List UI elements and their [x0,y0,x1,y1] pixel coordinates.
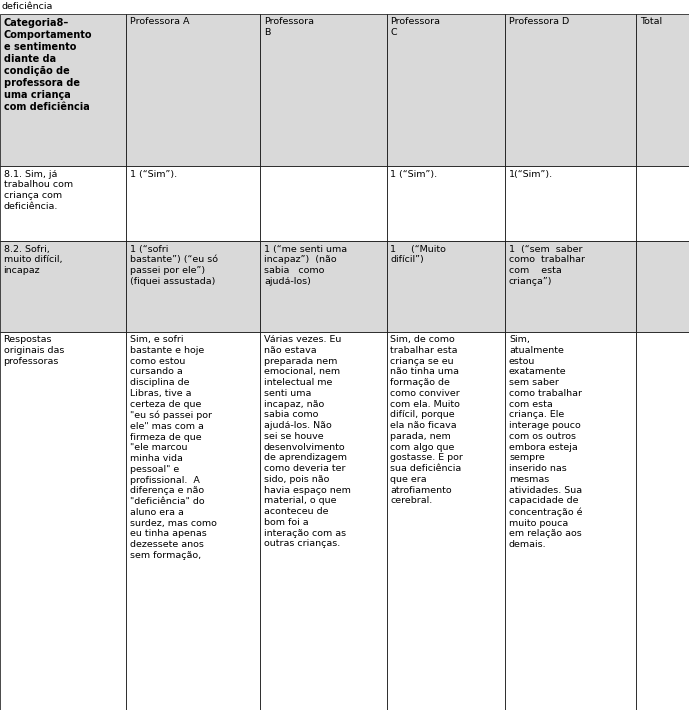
Text: 1(“Sim”).: 1(“Sim”). [509,170,553,179]
Text: Respostas
originais das
professoras: Respostas originais das professoras [3,335,64,366]
Text: 1 (“Sim”).: 1 (“Sim”). [130,170,177,179]
Bar [260,332,387,710]
Bar [126,332,260,710]
Bar [636,241,689,332]
Text: 1 (“me senti uma
incapaz”)  (não
sabia   como
ajudá-los): 1 (“me senti uma incapaz”) (não sabia co… [264,245,347,286]
Bar [387,332,506,710]
Text: Professora
C: Professora C [390,18,440,37]
Bar [636,166,689,241]
Text: 1 (“Sim”).: 1 (“Sim”). [390,170,438,179]
Bar [126,241,260,332]
Bar [387,241,506,332]
Bar [0,14,126,166]
Text: Total: Total [640,18,662,26]
Bar [636,332,689,710]
Bar [506,241,636,332]
Text: Professora D: Professora D [509,18,569,26]
Bar [260,241,387,332]
Text: 1 (“sofri
bastante”) (“eu só
passei por ele”)
(fiquei assustada): 1 (“sofri bastante”) (“eu só passei por … [130,245,218,286]
Bar [506,332,636,710]
Text: Professora A: Professora A [130,18,189,26]
Bar [126,166,260,241]
Bar [506,14,636,166]
Text: 1     (“Muito
difícil”): 1 (“Muito difícil”) [390,245,446,264]
Text: Professora
B: Professora B [264,18,314,37]
Text: Categoria8–
Comportamento
e sentimento
diante da
condição de
professora de
uma c: Categoria8– Comportamento e sentimento d… [3,18,92,111]
Bar [260,166,387,241]
Bar [387,166,506,241]
Text: 8.2. Sofri,
muito difícil,
incapaz: 8.2. Sofri, muito difícil, incapaz [3,245,62,275]
Bar [0,241,126,332]
Text: Sim, e sofri
bastante e hoje
como estou
cursando a
disciplina de
Libras, tive a
: Sim, e sofri bastante e hoje como estou … [130,335,217,559]
Text: deficiência: deficiência [2,2,53,11]
Bar [126,14,260,166]
Bar [636,14,689,166]
Text: Sim,
atualmente
estou
exatamente
sem saber
como trabalhar
com esta
criança. Ele
: Sim, atualmente estou exatamente sem sab… [509,335,582,549]
Bar [506,166,636,241]
Bar [387,14,506,166]
Text: Sim, de como
trabalhar esta
criança se eu
não tinha uma
formação de
como convive: Sim, de como trabalhar esta criança se e… [390,335,463,506]
Bar [0,332,126,710]
Text: Várias vezes. Eu
não estava
preparada nem
emocional, nem
intelectual me
senti um: Várias vezes. Eu não estava preparada ne… [264,335,351,548]
Text: 1  (“sem  saber
como  trabalhar
com    esta
criança”): 1 (“sem saber como trabalhar com esta cr… [509,245,585,286]
Bar [0,166,126,241]
Text: 8.1. Sim, já
trabalhou com
criança com
deficiência.: 8.1. Sim, já trabalhou com criança com d… [3,170,72,211]
Bar [260,14,387,166]
